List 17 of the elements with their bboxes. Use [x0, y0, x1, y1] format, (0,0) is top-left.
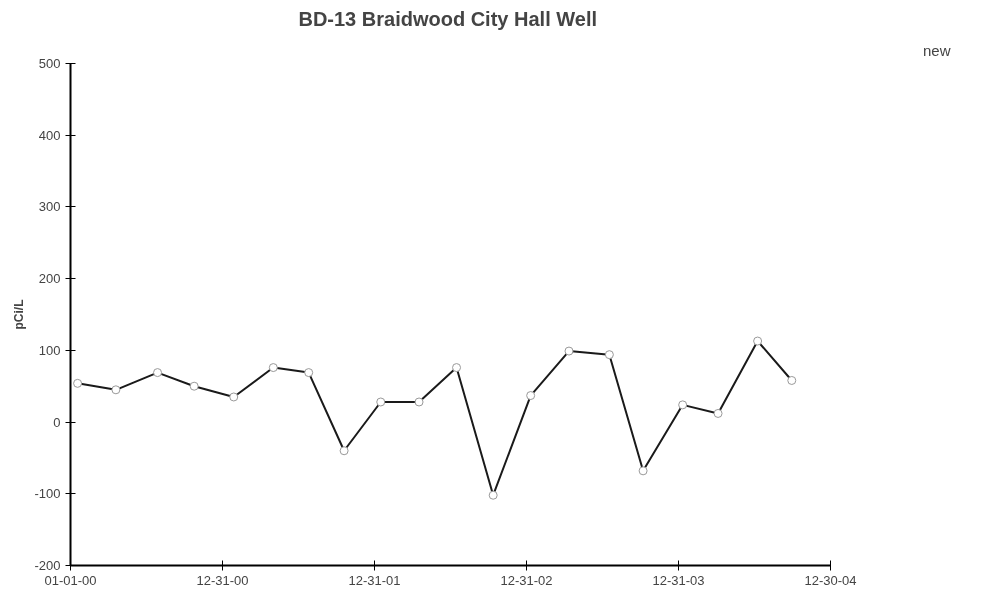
x-tick-label: 12-31-00 [196, 572, 249, 588]
y-tick-label: 400 [38, 127, 61, 143]
text: new [922, 41, 951, 59]
chart-title: BD-13 Braidwood City Hall Well [298, 7, 598, 30]
y-tick-label: 0 [53, 414, 61, 430]
y-tick-label: -200 [34, 558, 61, 573]
y-axis-title: pCi/L [12, 299, 27, 330]
y-tick-label: 200 [38, 271, 61, 287]
y-tick-label: 100 [38, 342, 61, 358]
x-tick-label: 01-01-00 [44, 572, 97, 588]
x-tick-label: 12-31-01 [348, 572, 401, 588]
y-tick-label: 500 [38, 56, 61, 71]
x-tick-label: 12-31-02 [500, 572, 553, 588]
y-tick-label: -100 [34, 486, 61, 502]
x-tick-label: 12-31-03 [652, 572, 705, 588]
x-tick-label: 12-30-04 [804, 572, 857, 588]
y-tick-label: 300 [38, 199, 61, 215]
